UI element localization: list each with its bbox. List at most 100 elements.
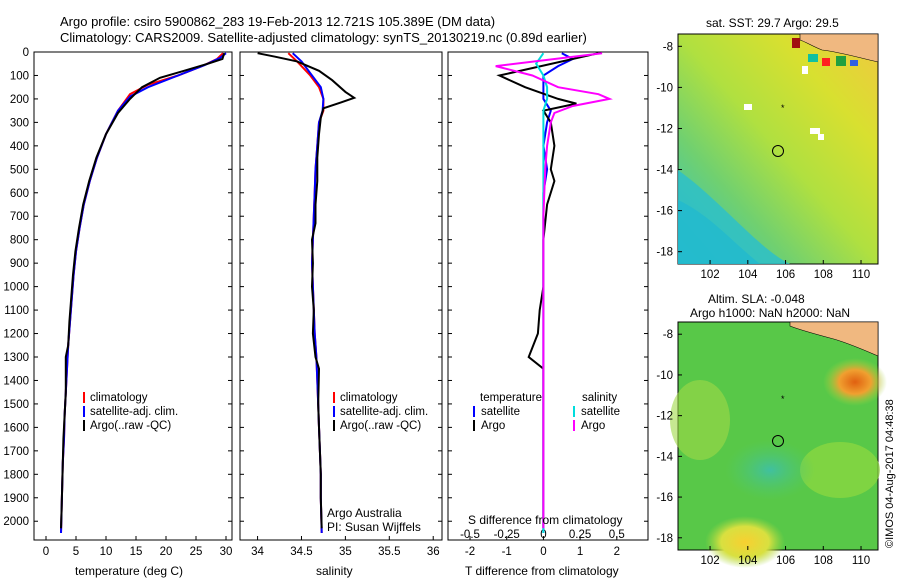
legend-label: satellite bbox=[581, 406, 620, 418]
map-lon-tick-label: 102 bbox=[700, 555, 719, 567]
x-tick-label: 36 bbox=[427, 546, 440, 558]
sst-map-title: sat. SST: 29.7 Argo: 29.5 bbox=[706, 16, 839, 30]
temperature-panel-frame bbox=[33, 51, 233, 541]
difference-panel-frame bbox=[447, 51, 649, 541]
map-lat-tick-label: -12 bbox=[656, 411, 673, 423]
legend-salinity-title: salinity bbox=[582, 392, 617, 404]
map-lat-tick-label: -14 bbox=[656, 451, 673, 463]
x-tick-label: 35.5 bbox=[378, 546, 400, 558]
map-lat-tick-label: -12 bbox=[656, 123, 673, 135]
imos-timestamp: ©IMOS 04-Aug-2017 04:48:38 bbox=[884, 399, 896, 548]
map-lon-tick-label: 104 bbox=[738, 269, 758, 281]
depth-tick-label: 700 bbox=[10, 211, 29, 223]
depth-tick-label: 1800 bbox=[3, 469, 29, 481]
depth-tick-label: 1100 bbox=[4, 305, 29, 317]
depth-tick-label: 1400 bbox=[3, 375, 29, 387]
s-diff-tick-label: 0 bbox=[540, 529, 546, 541]
series-line-difference-argo bbox=[495, 52, 613, 529]
svg-text:*: * bbox=[781, 103, 785, 113]
map-lat-tick-label: -8 bbox=[663, 41, 673, 53]
s-diff-tick-label: 0.5 bbox=[609, 529, 625, 541]
x-tick-label: 15 bbox=[130, 546, 143, 558]
s-difference-axis-label: S difference from climatology bbox=[468, 513, 623, 527]
sla-map: * bbox=[670, 321, 887, 568]
s-diff-tick-label: 0.25 bbox=[569, 529, 591, 541]
x-tick-label: 30 bbox=[220, 546, 233, 558]
depth-tick-label: 800 bbox=[10, 235, 29, 247]
map-lon-tick-label: 108 bbox=[814, 555, 833, 567]
map-lat-tick-label: -18 bbox=[656, 247, 673, 259]
x-tick-label: -2 bbox=[465, 546, 475, 558]
title-line-1: Argo profile: csiro 5900862_283 19-Feb-2… bbox=[60, 14, 496, 29]
depth-tick-label: 1200 bbox=[3, 329, 29, 341]
depth-tick-label: 200 bbox=[10, 94, 29, 106]
x-tick-label: 1 bbox=[577, 546, 583, 558]
depth-tick-label: 900 bbox=[10, 258, 29, 270]
map-lon-tick-label: 108 bbox=[814, 269, 833, 281]
map-lat-tick-label: -10 bbox=[656, 370, 673, 382]
map-lat-tick-label: -18 bbox=[656, 533, 673, 545]
x-tick-label: 34 bbox=[251, 546, 264, 558]
salinity-axis-label: salinity bbox=[316, 564, 353, 578]
legend-label: Argo bbox=[581, 420, 605, 432]
salinity-panel-frame bbox=[239, 51, 443, 541]
x-tick-label: 0 bbox=[43, 546, 49, 558]
series-line-temperature-argo-raw-qc- bbox=[60, 52, 226, 529]
legend-temperature-title: temperature bbox=[480, 392, 542, 404]
legend-label: satellite-adj. clim. bbox=[340, 406, 428, 418]
t-difference-axis-label: T difference from climatology bbox=[465, 564, 619, 578]
temperature-axis-label: temperature (deg C) bbox=[75, 564, 184, 578]
depth-tick-label: 100 bbox=[10, 70, 29, 82]
legend-label: Argo bbox=[481, 420, 505, 432]
x-tick-label: 35 bbox=[339, 546, 352, 558]
svg-text:*: * bbox=[781, 394, 785, 404]
legend-label: satellite-adj. clim. bbox=[90, 406, 178, 418]
title-line-2: Climatology: CARS2009. Satellite-adjuste… bbox=[60, 30, 587, 45]
legend-label: satellite bbox=[481, 406, 520, 418]
depth-tick-label: 300 bbox=[10, 117, 29, 129]
map-lon-tick-label: 106 bbox=[776, 269, 795, 281]
map-lat-tick-label: -16 bbox=[656, 206, 673, 218]
x-tick-label: 20 bbox=[160, 546, 173, 558]
map-lon-tick-label: 102 bbox=[700, 269, 719, 281]
legend-label: Argo(..raw -QC) bbox=[340, 420, 421, 432]
legend-label: Argo(..raw -QC) bbox=[90, 420, 171, 432]
depth-tick-label: 1700 bbox=[3, 446, 29, 458]
x-tick-label: -1 bbox=[502, 546, 512, 558]
argo-australia-label: Argo Australia bbox=[327, 506, 402, 520]
pi-label: PI: Susan Wijffels bbox=[327, 520, 421, 534]
sst-map: * bbox=[677, 33, 879, 265]
map-lon-tick-label: 104 bbox=[738, 555, 758, 567]
map-lat-tick-label: -10 bbox=[656, 82, 673, 94]
depth-tick-label: 0 bbox=[23, 47, 29, 59]
map-lon-tick-label: 110 bbox=[852, 555, 870, 567]
s-diff-tick-label: -0.5 bbox=[460, 529, 480, 541]
map-lat-tick-label: -16 bbox=[656, 492, 673, 504]
depth-tick-label: 1900 bbox=[3, 493, 29, 505]
map-lon-tick-label: 106 bbox=[776, 555, 795, 567]
depth-tick-label: 1500 bbox=[3, 399, 29, 411]
depth-tick-label: 1300 bbox=[3, 352, 29, 364]
series-line-salinity-argo-raw-qc- bbox=[257, 52, 357, 529]
legend-label: climatology bbox=[340, 392, 398, 404]
x-tick-label: 0 bbox=[540, 546, 546, 558]
depth-tick-label: 600 bbox=[10, 188, 29, 200]
x-tick-label: 25 bbox=[190, 546, 203, 558]
x-tick-label: 10 bbox=[100, 546, 113, 558]
map-lat-tick-label: -8 bbox=[663, 329, 673, 341]
map-lon-tick-label: 110 bbox=[852, 269, 870, 281]
sla-map-title-line-1: Altim. SLA: -0.048 bbox=[708, 292, 805, 306]
map-lat-tick-label: -14 bbox=[656, 165, 673, 177]
depth-tick-label: 500 bbox=[10, 164, 29, 176]
x-tick-label: 5 bbox=[73, 546, 79, 558]
x-tick-label: 2 bbox=[614, 546, 620, 558]
depth-tick-label: 1600 bbox=[3, 422, 29, 434]
x-tick-label: 34.5 bbox=[290, 546, 312, 558]
depth-tick-label: 1000 bbox=[3, 282, 29, 294]
s-diff-tick-label: -0.25 bbox=[494, 529, 520, 541]
depth-tick-label: 400 bbox=[10, 141, 29, 153]
depth-tick-label: 2000 bbox=[3, 516, 29, 528]
legend-label: climatology bbox=[90, 392, 148, 404]
sla-map-title-line-2: Argo h1000: NaN h2000: NaN bbox=[690, 306, 851, 320]
